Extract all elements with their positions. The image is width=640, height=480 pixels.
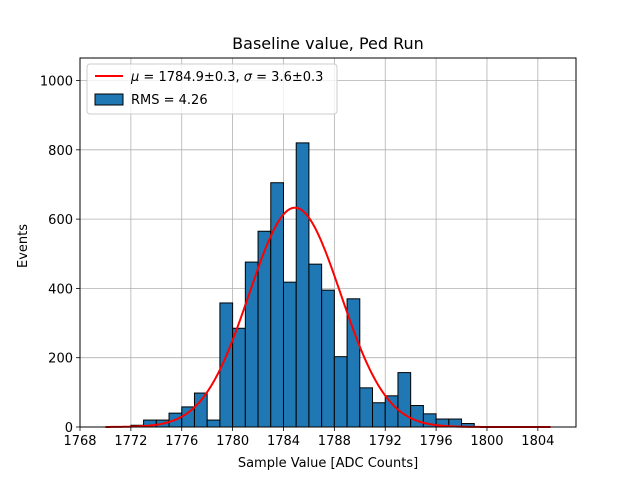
x-tick-label: 1768 <box>63 434 96 449</box>
legend-histogram-swatch <box>94 93 124 106</box>
histogram-bar <box>308 263 323 428</box>
chart-title: Baseline value, Ped Run <box>232 34 424 53</box>
x-tick-label: 1784 <box>267 434 300 449</box>
plot-frame <box>79 57 577 428</box>
legend-mu-symbol: μ <box>130 70 139 85</box>
histogram-bars <box>130 142 475 428</box>
histogram-bar <box>321 289 335 428</box>
histogram-bar <box>397 372 412 428</box>
x-tick-label: 1772 <box>114 434 147 449</box>
legend-box <box>86 63 338 115</box>
legend-histogram-label: RMS = 4.26 <box>131 93 208 108</box>
y-axis-ticks: 0 200 400 600 800 1000 <box>40 75 80 436</box>
legend-sigma-symbol: σ <box>244 70 253 85</box>
x-tick-label: 1792 <box>369 434 402 449</box>
legend-fit-label: μ = 1784.9±0.3, σ = 3.6±0.3 <box>130 70 323 85</box>
histogram-bar <box>232 327 246 428</box>
x-tick-label: 1804 <box>521 434 554 449</box>
x-tick-label: 1796 <box>420 434 453 449</box>
legend-sigma-value: = 3.6±0.3 <box>252 70 323 85</box>
y-tick-label: 200 <box>48 352 73 367</box>
y-tick-label: 400 <box>48 282 73 297</box>
x-tick-label: 1780 <box>216 434 249 449</box>
histogram-bar <box>384 395 399 428</box>
histogram-bar <box>372 402 386 428</box>
legend: μ = 1784.9±0.3, σ = 3.6±0.3 RMS = 4.26 <box>86 63 338 115</box>
y-tick-label: 0 <box>65 421 73 436</box>
histogram-bar <box>206 419 221 428</box>
histogram-bar <box>359 387 374 428</box>
histogram-bar <box>282 281 297 428</box>
x-tick-label: 1788 <box>318 434 351 449</box>
x-axis-ticks: 1768 1772 1776 1780 1784 1788 1792 1796 1800 1804 <box>63 427 554 449</box>
x-tick-label: 1800 <box>470 434 503 449</box>
histogram-bar <box>295 142 310 428</box>
histogram-bar <box>193 392 208 428</box>
y-axis-label: Events <box>16 224 31 268</box>
y-tick-label: 1000 <box>40 75 73 90</box>
histogram-bar <box>333 356 348 428</box>
y-tick-label: 800 <box>48 144 73 159</box>
y-tick-label: 600 <box>48 213 73 228</box>
histogram-bar <box>270 182 284 428</box>
legend-mu-value: = 1784.9±0.3, <box>139 70 243 85</box>
histogram-bar <box>410 405 424 428</box>
x-tick-label: 1776 <box>165 434 198 449</box>
x-axis-label: Sample Value [ADC Counts] <box>238 456 418 471</box>
